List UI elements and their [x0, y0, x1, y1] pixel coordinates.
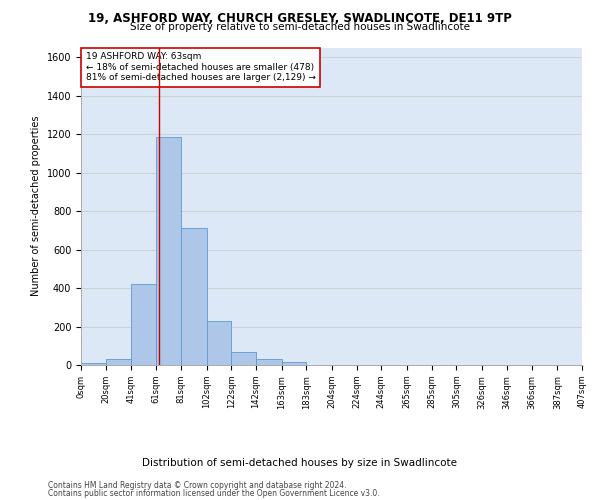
- Bar: [206, 320, 231, 365]
- Text: Contains public sector information licensed under the Open Government Licence v3: Contains public sector information licen…: [48, 489, 380, 498]
- Bar: [181, 228, 206, 365]
- Bar: [156, 137, 181, 365]
- Bar: [81, 363, 106, 365]
- Y-axis label: Number of semi-detached properties: Number of semi-detached properties: [31, 116, 41, 296]
- Text: Contains HM Land Registry data © Crown copyright and database right 2024.: Contains HM Land Registry data © Crown c…: [48, 481, 347, 490]
- Text: 19 ASHFORD WAY: 63sqm
← 18% of semi-detached houses are smaller (478)
81% of sem: 19 ASHFORD WAY: 63sqm ← 18% of semi-deta…: [86, 52, 316, 82]
- Bar: [281, 362, 306, 365]
- Text: Distribution of semi-detached houses by size in Swadlincote: Distribution of semi-detached houses by …: [143, 458, 458, 468]
- Bar: [256, 359, 281, 365]
- Bar: [131, 284, 156, 365]
- Bar: [231, 352, 256, 365]
- Text: Size of property relative to semi-detached houses in Swadlincote: Size of property relative to semi-detach…: [130, 22, 470, 32]
- Bar: [106, 359, 131, 365]
- Text: 19, ASHFORD WAY, CHURCH GRESLEY, SWADLINCOTE, DE11 9TP: 19, ASHFORD WAY, CHURCH GRESLEY, SWADLIN…: [88, 12, 512, 26]
